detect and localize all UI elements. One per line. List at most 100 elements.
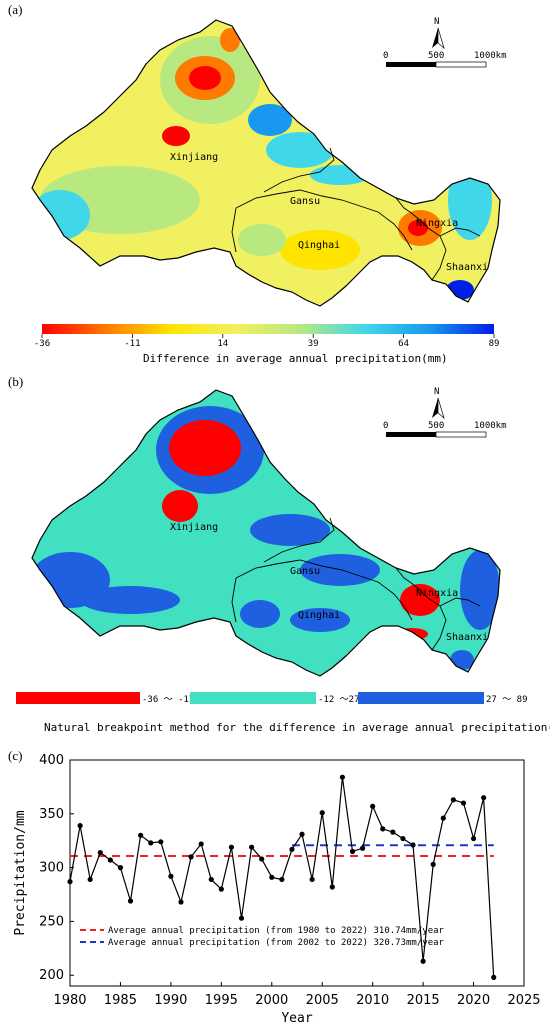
b-boundary-2: [231, 577, 237, 623]
y-tick-label-350: 350: [39, 807, 64, 822]
data-point-2009: [359, 845, 366, 851]
class-swatch-2: [358, 692, 484, 704]
x-tick-label-2020: 2020: [457, 993, 490, 1008]
b-region-4: [162, 490, 198, 522]
legend-entry-0: Average annual precipitation (from 1980 …: [108, 926, 445, 936]
classes-caption: Natural breakpoint method for the differ…: [44, 721, 550, 734]
colorbar: -36 -11 14 39 64 89: [34, 324, 500, 349]
colorbar-tick-3: 39: [308, 339, 319, 349]
data-point-1982: [87, 876, 93, 883]
b-scale-tick-2: 1000km: [474, 421, 507, 431]
class-swatch-1: [190, 692, 316, 704]
data-point-1993: [198, 841, 204, 847]
a-region-10: [238, 224, 286, 256]
data-point-1989: [158, 839, 164, 845]
province-label-shaanxi: Shaanxi: [446, 632, 488, 643]
data-point-2018: [450, 797, 456, 803]
a-boundary-0: [263, 147, 335, 193]
b-boundary-6: [439, 597, 481, 607]
b-region-11: [240, 600, 280, 628]
data-point-1986: [127, 898, 134, 904]
data-point-2016: [430, 861, 436, 867]
b-scale-tick-0: 0: [383, 421, 388, 431]
y-tick-label-200: 200: [39, 968, 64, 983]
x-tick-label-2005: 2005: [306, 993, 339, 1008]
plot-frame: [69, 759, 525, 987]
data-point-1984: [107, 857, 113, 863]
class-legend: -36 ～ -17 -12 ～27 27 ～ 89: [16, 692, 528, 705]
data-point-2005: [319, 810, 325, 816]
x-tick-label-2025: 2025: [507, 993, 540, 1008]
b-north-arrow: N: [432, 387, 445, 420]
data-point-1987: [138, 832, 144, 838]
panel-a-label: (a): [8, 2, 23, 17]
data-point-1985: [117, 865, 124, 871]
data-point-1995: [218, 886, 224, 892]
b-north-label: N: [434, 387, 439, 397]
data-point-2014: [410, 842, 416, 848]
a-scale-tick-1: 500: [428, 51, 444, 61]
data-point-1997: [238, 915, 245, 921]
a-boundary-6: [439, 227, 481, 237]
province-label-shaanxi: Shaanxi: [446, 262, 488, 273]
x-tick-label-1995: 1995: [205, 993, 238, 1008]
y-tick-label-300: 300: [39, 861, 64, 876]
a-region-9: [280, 230, 360, 270]
b-scale-bar: 0 500 1000km: [383, 421, 507, 438]
a-region-16: [220, 28, 240, 52]
a-boundary-3: [377, 211, 413, 251]
legend-entry-1: Average annual precipitation (from 2002 …: [108, 938, 445, 948]
data-point-1988: [148, 840, 154, 846]
x-tick-label-1980: 1980: [53, 993, 86, 1008]
data-point-2006: [329, 884, 335, 890]
province-label-xinjiang: Xinjiang: [170, 522, 218, 533]
data-point-2021: [481, 795, 487, 801]
data-point-2015: [420, 958, 426, 964]
b-boundary-0: [263, 517, 335, 563]
data-point-1994: [208, 876, 214, 883]
b-boundary-3: [377, 581, 413, 621]
a-outline: [31, 19, 501, 307]
colorbar-tick-5: 89: [489, 339, 500, 349]
x-tick-label-1990: 1990: [154, 993, 187, 1008]
b-region-7: [290, 608, 350, 632]
a-region-7: [248, 104, 292, 136]
province-label-ningxia: Ningxia: [416, 218, 458, 229]
data-point-2022: [491, 974, 497, 980]
colorbar-tick-4: 64: [398, 339, 409, 349]
data-point-1981: [77, 823, 83, 829]
b-region-9: [400, 584, 440, 616]
x-tick-label-2000: 2000: [255, 993, 288, 1008]
class-label-0: -36 ～ -17: [142, 695, 194, 705]
colorbar-caption: Difference in average annual precipitati…: [143, 352, 448, 365]
province-label-qinghai: Qinghai: [298, 610, 340, 621]
x-tick-label-2010: 2010: [356, 993, 389, 1008]
b-region-5: [250, 514, 330, 546]
a-region-6: [266, 132, 334, 168]
a-north-arrow: N: [432, 17, 445, 50]
colorbar-tick-2: 14: [217, 339, 228, 349]
data-point-2010: [370, 803, 376, 809]
data-point-2004: [309, 876, 315, 883]
data-point-2019: [460, 800, 467, 806]
a-scale-bar: 0 500 1000km: [383, 51, 507, 68]
data-point-2003: [299, 831, 305, 837]
y-tick-label-400: 400: [39, 753, 64, 768]
a-region-4: [189, 66, 221, 90]
province-label-ningxia: Ningxia: [416, 588, 458, 599]
a-region-12: [408, 220, 428, 236]
b-scale-tick-1: 500: [428, 421, 444, 431]
data-point-2020: [470, 835, 477, 842]
data-point-2007: [339, 774, 345, 780]
data-point-1992: [188, 854, 194, 860]
data-point-2011: [380, 826, 386, 832]
natural-breakpoint-map: Xinjiang Gansu Qinghai Ningxia Shaanxi N 0 500 1…: [16, 387, 528, 705]
x-axis-title: Year: [281, 1011, 312, 1026]
a-scale-tick-0: 0: [383, 51, 388, 61]
y-tick-label-250: 250: [39, 914, 64, 929]
a-boundary-5: [395, 197, 411, 213]
x-tick-label-1985: 1985: [104, 993, 137, 1008]
data-point-1999: [259, 856, 265, 862]
class-swatch-0: [16, 692, 140, 704]
